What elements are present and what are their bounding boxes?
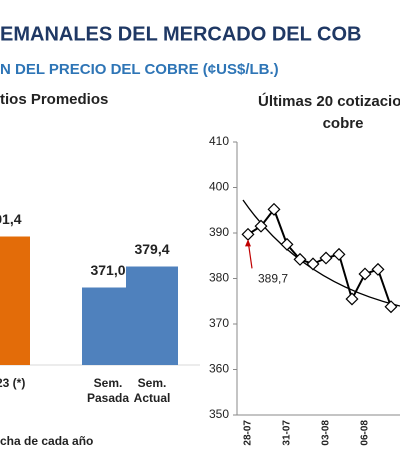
footnote: cha de cada año [0,434,93,448]
y-tick-label: 360 [209,362,229,376]
annotation: 389,7 [258,272,288,286]
marker [319,251,333,265]
y-tick-label: 380 [209,271,229,285]
trend-line [242,199,400,307]
marker [241,227,255,241]
x-tick-label: Sem. Actual [133,376,171,405]
bar [0,236,30,365]
y-tick-label: 370 [209,316,229,330]
y-tick-label: 350 [209,407,229,421]
bar [126,266,178,365]
x-tick-label: 2023 (*) [0,376,26,390]
data-label: 379,4 [134,241,169,257]
data-label: 391,4 [0,211,22,227]
y-tick-label: 400 [209,180,229,194]
page-title: EMANALES DEL MERCADO DEL COB [0,23,362,45]
x-tick-label: 06-08 [360,420,371,446]
x-tick-label: Sem. Pasada [86,376,130,405]
marker [332,247,346,261]
right-chart-title: Últimas 20 cotizaciones del [258,92,400,110]
marker [254,219,268,233]
annotation-arrowhead [245,239,251,247]
x-tick-label: 03-08 [321,420,332,446]
y-tick-label: 390 [209,225,229,239]
y-tick-label: 410 [209,134,229,148]
marker [293,252,307,266]
right-chart-title: cobre [323,115,364,132]
marker [306,257,320,271]
marker [280,237,294,251]
marker [345,292,359,306]
marker [267,202,281,216]
x-tick-label: 28-07 [243,420,254,446]
marker [384,300,398,314]
left-chart-title: tios Promedios [0,91,108,108]
x-tick-label: 31-07 [282,420,293,446]
marker [371,262,385,276]
page-subtitle: N DEL PRECIO DEL COBRE (¢US$/LB.) [0,61,279,78]
data-label: 371,0 [90,262,125,278]
bar [82,287,134,365]
marker [358,267,372,281]
